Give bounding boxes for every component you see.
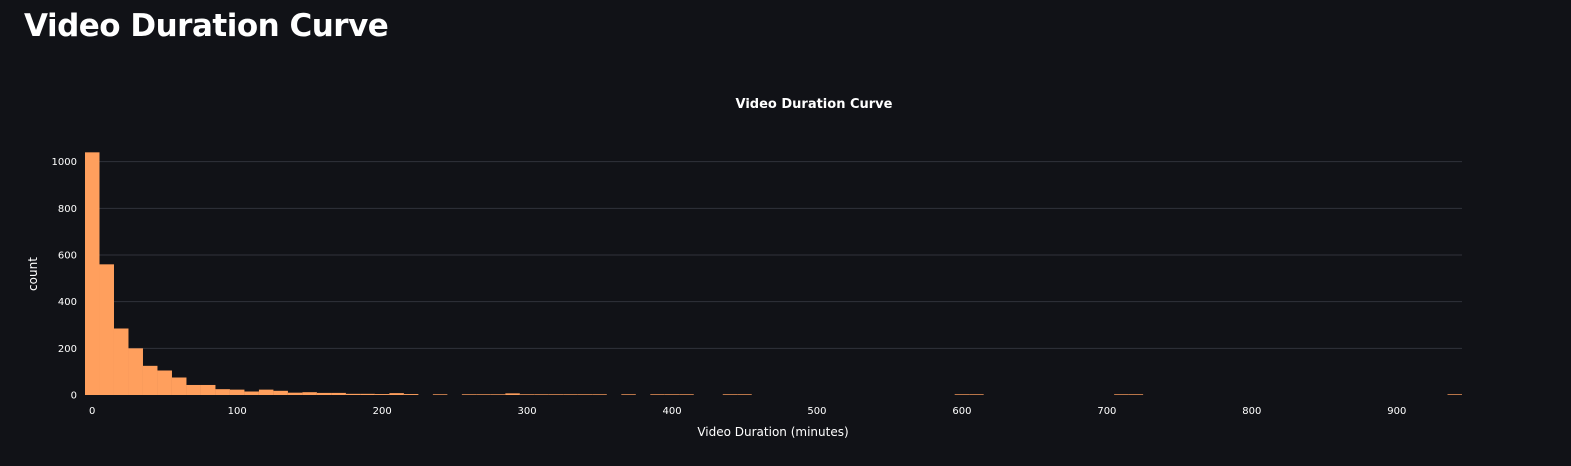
histogram-bar — [186, 384, 201, 395]
histogram-bar — [954, 394, 970, 395]
histogram-bar — [273, 390, 288, 395]
y-tick-label: 600 — [58, 251, 77, 262]
x-tick-label: 400 — [662, 406, 681, 417]
x-axis-ticks: 0 100 200 300 400 500 600 700 800 900 — [89, 406, 1406, 417]
histogram-bar — [389, 393, 404, 395]
histogram-bar — [664, 394, 680, 395]
x-tick-label: 100 — [228, 406, 247, 417]
histogram-bar — [113, 328, 129, 395]
chart-title: Video Duration Curve — [736, 97, 893, 112]
histogram-bar — [650, 394, 665, 395]
x-tick-label: 700 — [1097, 406, 1116, 417]
histogram-bar — [621, 394, 636, 395]
histogram-bar — [374, 394, 390, 395]
histogram-bar — [577, 394, 593, 395]
histogram-bar — [287, 392, 303, 395]
histogram-bar — [432, 394, 448, 395]
y-axis-label: count — [26, 257, 40, 291]
histogram-bar — [1128, 394, 1144, 395]
histogram-bar — [548, 394, 564, 395]
y-tick-label: 0 — [71, 391, 77, 402]
histogram-bar — [1114, 394, 1129, 395]
y-tick-label: 200 — [58, 344, 77, 355]
histogram-bar — [85, 152, 100, 395]
histogram-bar — [316, 392, 332, 395]
histogram-bar — [128, 348, 143, 395]
x-tick-label: 200 — [373, 406, 392, 417]
histogram-bar — [476, 394, 491, 395]
histogram-bar — [505, 393, 520, 395]
histogram-bar — [360, 393, 375, 395]
y-tick-label: 400 — [58, 297, 77, 308]
histogram-bar — [534, 394, 549, 395]
histogram-bar — [490, 394, 506, 395]
histogram-bar — [157, 370, 172, 395]
histogram-bar — [331, 392, 346, 395]
x-tick-label: 600 — [952, 406, 971, 417]
x-tick-label: 300 — [518, 406, 537, 417]
histogram-bar — [563, 394, 578, 395]
gridlines — [85, 161, 1462, 349]
histogram-bar — [345, 393, 361, 395]
bars — [85, 152, 1462, 395]
histogram-bar — [461, 394, 477, 395]
y-tick-label: 800 — [58, 204, 77, 215]
histogram-bar — [258, 389, 274, 395]
histogram-bar — [200, 384, 216, 395]
histogram-bar — [244, 391, 259, 395]
histogram-bar — [679, 394, 694, 395]
histogram-bar — [302, 392, 317, 395]
histogram-bar — [737, 394, 752, 395]
x-tick-label: 0 — [89, 406, 95, 417]
y-tick-label: 1000 — [52, 157, 77, 168]
histogram-bar — [519, 394, 535, 395]
histogram-bar — [722, 394, 738, 395]
x-tick-label: 500 — [807, 406, 826, 417]
histogram-bar — [171, 377, 187, 395]
y-axis-ticks: 0 200 400 600 800 1000 — [52, 157, 77, 401]
histogram-bar — [142, 365, 158, 395]
histogram-bar — [969, 394, 984, 395]
x-tick-label: 900 — [1387, 406, 1406, 417]
x-axis-label: Video Duration (minutes) — [697, 425, 848, 439]
histogram-bar — [215, 389, 230, 395]
histogram-bar — [592, 394, 607, 395]
histogram-bar — [229, 389, 245, 395]
histogram-bar — [1447, 394, 1462, 395]
x-tick-label: 800 — [1242, 406, 1261, 417]
page-title: Video Duration Curve — [24, 8, 389, 44]
histogram-bar — [403, 394, 419, 395]
histogram-bar — [99, 264, 114, 395]
